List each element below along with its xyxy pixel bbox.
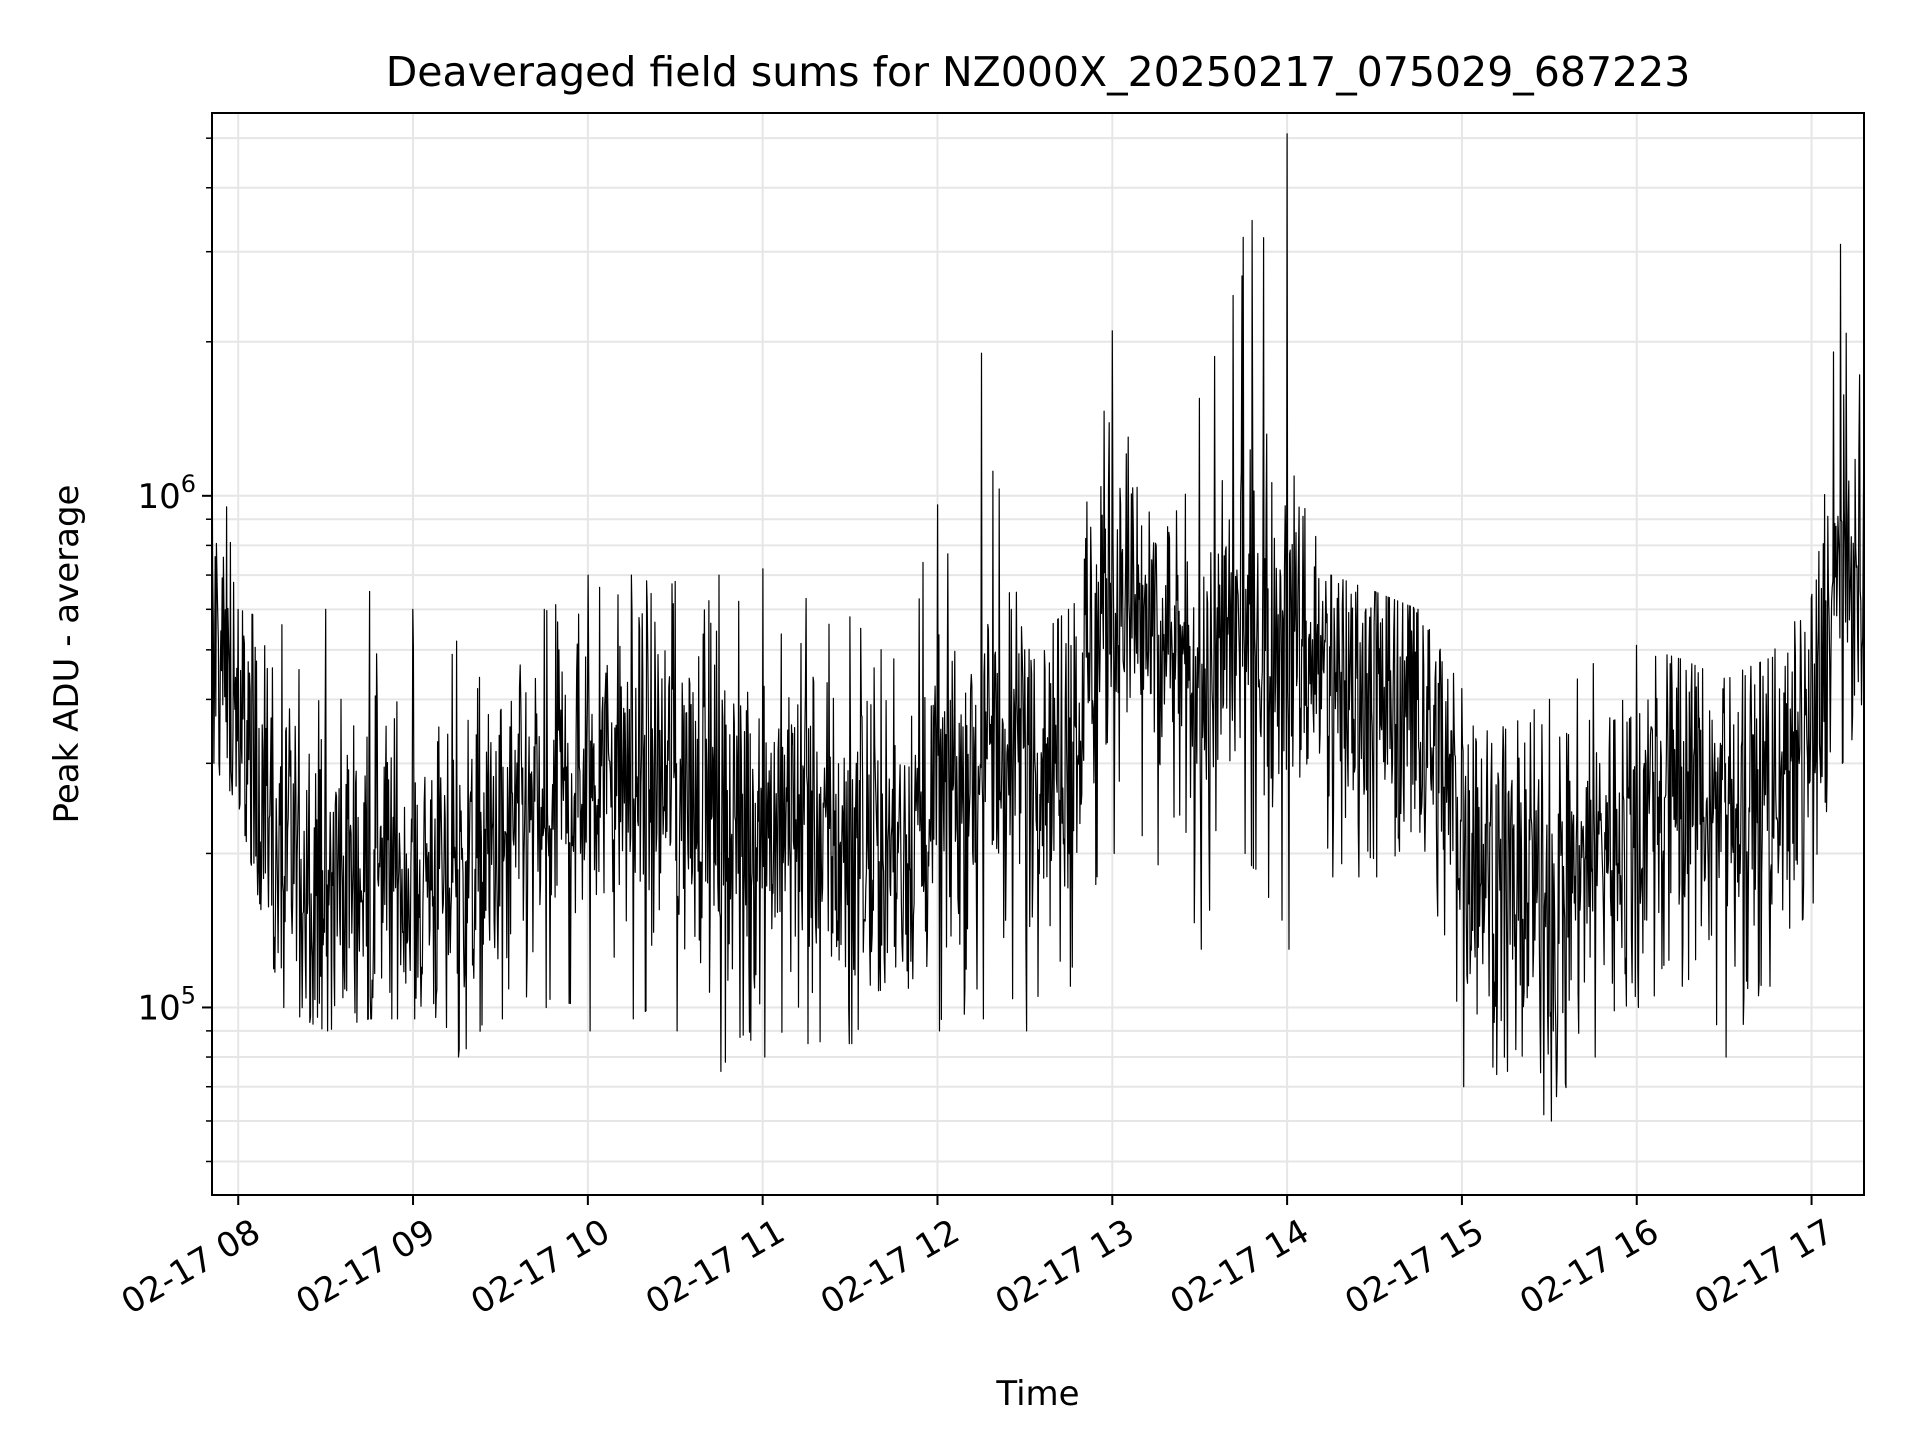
y-tick-mantissa: 10: [137, 988, 180, 1028]
y-tick-exponent: 6: [181, 470, 196, 498]
y-tick-label: 106: [137, 470, 196, 517]
plot-area: [212, 133, 1864, 1122]
plot-frame: [211, 112, 1865, 1196]
y-tick-label: 105: [137, 981, 196, 1028]
series-lines: [212, 133, 1864, 1122]
y-axis-label: Peak ADU - average: [47, 485, 87, 824]
y-tick-exponent: 5: [181, 981, 196, 1009]
x-axis-label: Time: [995, 1374, 1079, 1414]
series-line: [212, 133, 1864, 1122]
y-tick-mantissa: 10: [137, 477, 180, 517]
chart-title: Deaveraged field sums for NZ000X_2025021…: [386, 48, 1691, 96]
